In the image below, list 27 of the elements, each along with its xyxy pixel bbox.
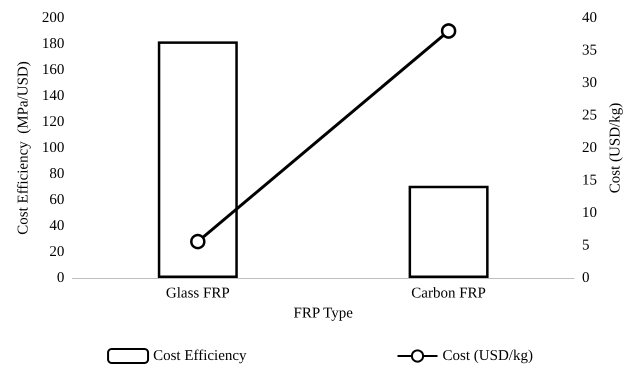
x-axis-title: FRP Type: [294, 306, 354, 322]
y-tick-label: 160: [42, 62, 64, 78]
y-tick-label: 0: [56, 270, 64, 286]
y-tick-label: 60: [49, 192, 64, 208]
legend-label: Cost Efficiency: [153, 348, 248, 364]
y2-tick-label: 5: [582, 238, 590, 254]
y-tick-label: 200: [42, 10, 64, 26]
legend-label: Cost (USD/kg): [442, 348, 533, 364]
y2-tick-label: 15: [582, 172, 597, 188]
x-tick-label: Glass FRP: [166, 286, 230, 302]
y-tick-label: 120: [42, 114, 64, 130]
y-tick-label: 100: [42, 140, 64, 156]
y-axis-title: Cost Efficiency (MPa/USD): [16, 61, 32, 235]
y2-tick-label: 40: [582, 10, 597, 26]
y2-tick-label: 25: [582, 108, 597, 124]
y-tick-label: 140: [42, 88, 64, 104]
y2-tick-label: 35: [582, 42, 597, 58]
y-tick-label: 40: [49, 218, 64, 234]
y2-tick-label: 20: [582, 140, 597, 156]
y-tick-label: 80: [49, 166, 64, 182]
y2-axis-title: Cost (USD/kg): [607, 102, 624, 194]
y-tick-label: 20: [49, 244, 64, 260]
y2-tick-label: 30: [582, 75, 597, 91]
y-tick-label: 180: [42, 36, 64, 52]
y2-tick-label: 10: [582, 205, 597, 221]
x-tick-label: Carbon FRP: [411, 286, 486, 302]
y2-tick-label: 0: [582, 270, 590, 286]
